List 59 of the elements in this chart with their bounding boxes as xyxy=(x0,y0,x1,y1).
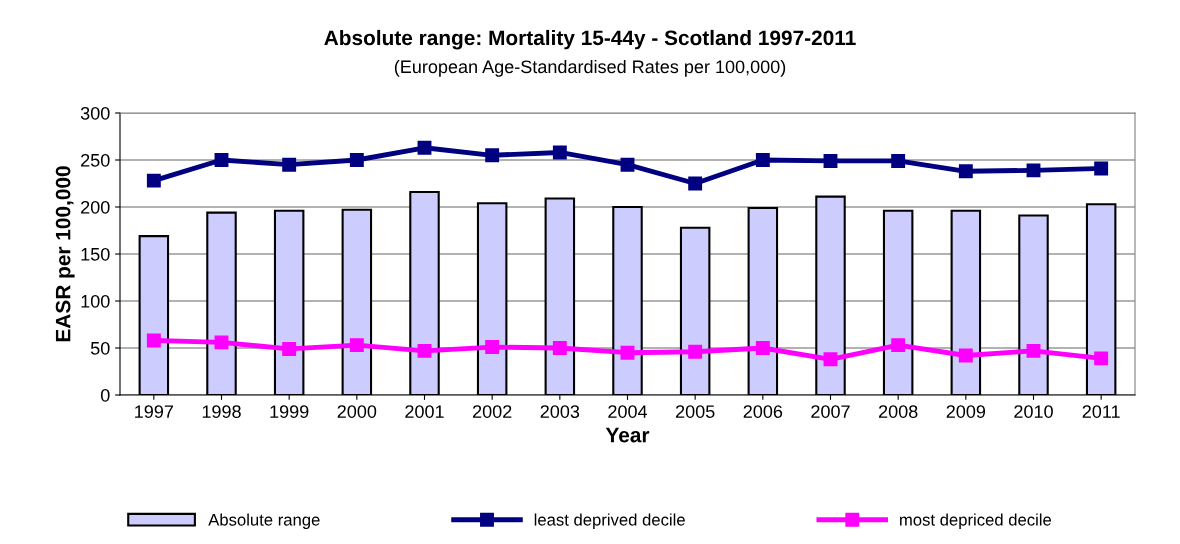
y-axis-title: EASR per 100,000 xyxy=(55,166,75,342)
point xyxy=(1026,163,1041,178)
x-tick-label: 2001 xyxy=(405,405,444,418)
point xyxy=(620,345,635,360)
point xyxy=(417,343,432,358)
y-tick-label: 300 xyxy=(80,106,110,120)
x-tick-label: 2004 xyxy=(608,405,648,418)
point xyxy=(620,157,635,172)
chart-title: Absolute range: Mortality 15-44y - Scotland 1997-2011 xyxy=(324,29,856,50)
y-tick-label: 250 xyxy=(81,153,110,167)
x-tick-label: 2009 xyxy=(946,405,986,418)
x-tick-label: 1998 xyxy=(202,405,241,418)
point xyxy=(891,153,906,168)
point xyxy=(552,341,567,355)
x-axis-title: Year xyxy=(605,427,650,443)
x-tick-label: 2006 xyxy=(743,405,783,418)
legend-label: least deprived decile xyxy=(534,513,685,529)
x-tick-label: 2002 xyxy=(472,405,512,418)
x-tick-label: 2003 xyxy=(540,405,580,418)
point xyxy=(214,335,229,350)
point xyxy=(214,153,229,167)
x-tick-label: 2011 xyxy=(1082,405,1120,418)
x-tick-label: 1999 xyxy=(270,405,309,418)
y-tick-label: 0 xyxy=(100,388,110,402)
point xyxy=(823,352,838,367)
point xyxy=(146,173,161,188)
y-tick-label: 150 xyxy=(81,247,110,261)
x-tick-label: 2008 xyxy=(878,405,918,418)
x-tick-label: 1997 xyxy=(135,405,174,418)
y-tick-label: 100 xyxy=(81,294,110,308)
point xyxy=(349,153,364,167)
point xyxy=(755,153,770,167)
point xyxy=(552,145,567,160)
chart-subtitle: (European Age-Standardised Rates per 100,000) xyxy=(394,59,786,77)
y-tick-label: 50 xyxy=(90,341,110,355)
point xyxy=(282,157,297,172)
x-tick-label: 2007 xyxy=(811,405,850,418)
point xyxy=(485,148,500,163)
legend-label: Absolute range xyxy=(208,513,320,529)
point xyxy=(1094,351,1109,366)
point xyxy=(349,338,364,353)
point xyxy=(1026,343,1041,358)
x-tick-label: 2000 xyxy=(337,405,377,418)
point xyxy=(1094,161,1109,176)
x-tick-label: 2010 xyxy=(1014,405,1053,418)
legend-label: most depriced decile xyxy=(900,513,1052,529)
point xyxy=(891,338,906,353)
point xyxy=(146,333,161,348)
point xyxy=(688,344,703,359)
point xyxy=(958,164,973,179)
point xyxy=(823,153,838,168)
point xyxy=(282,341,297,356)
point xyxy=(958,348,973,363)
y-tick-label: 200 xyxy=(81,200,110,214)
point xyxy=(755,341,770,355)
point xyxy=(417,140,432,155)
point xyxy=(688,176,703,191)
point xyxy=(485,340,500,355)
x-tick-label: 2005 xyxy=(675,405,715,418)
